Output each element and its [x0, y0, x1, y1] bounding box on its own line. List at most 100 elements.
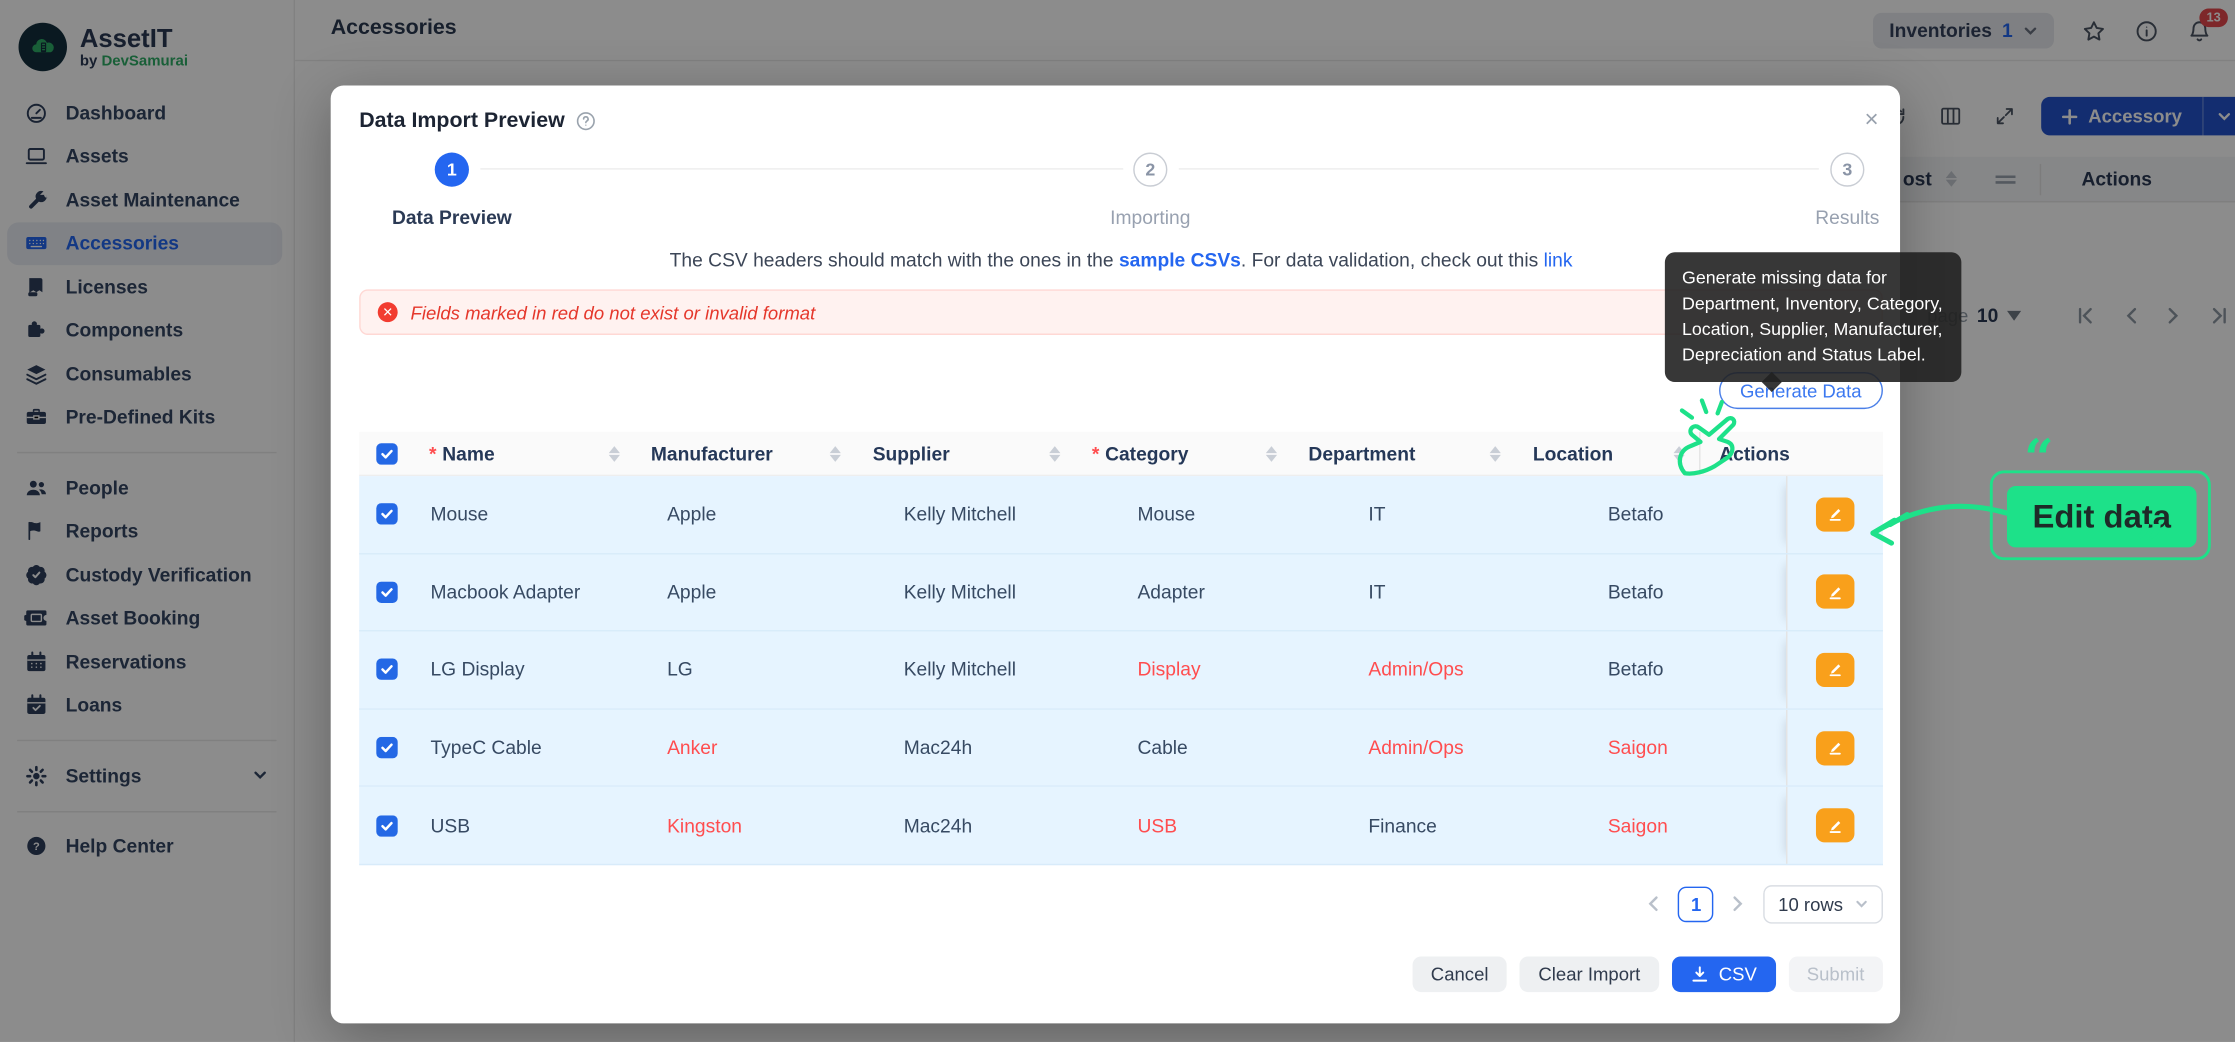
sidebar-divider — [17, 451, 277, 454]
sidebar-item-loans[interactable]: Loans — [7, 683, 282, 726]
edit-row-button[interactable] — [1815, 574, 1855, 610]
sample-csvs-link[interactable]: sample CSVs — [1118, 249, 1241, 271]
accessory-split-chevron[interactable] — [2201, 96, 2235, 136]
actions-cell — [1786, 553, 1883, 631]
sidebar-item-asset-maintenance[interactable]: Asset Maintenance — [7, 178, 282, 221]
prev-page-icon[interactable] — [1647, 896, 1660, 913]
sort-icon[interactable] — [608, 445, 620, 462]
badge-check-icon — [23, 562, 49, 588]
actions-column-header: Actions — [2081, 168, 2153, 190]
edit-row-button[interactable] — [1815, 730, 1855, 765]
sort-icon[interactable] — [1946, 171, 1958, 187]
sidebar-item-reports[interactable]: Reports — [7, 510, 282, 553]
sidebar-item-settings[interactable]: Settings — [7, 754, 282, 797]
cancel-button[interactable]: Cancel — [1412, 956, 1508, 993]
import-table-body: Mouse Apple Kelly Mitchell Mouse IT Betafo Ma… — [359, 476, 1883, 866]
drag-handle-icon[interactable] — [1994, 172, 2017, 186]
page-number[interactable]: 1 — [1678, 886, 1714, 923]
sidebar-item-components[interactable]: Components — [7, 309, 282, 352]
cell-supplier: Mac24h — [903, 814, 973, 837]
expand-icon[interactable] — [1994, 105, 2015, 126]
flag-icon — [23, 518, 49, 544]
cell-category: Mouse — [1137, 503, 1196, 525]
last-page-icon[interactable] — [2209, 306, 2229, 325]
edit-data-label: Edit data — [2006, 486, 2197, 548]
first-page-icon[interactable] — [2075, 306, 2095, 325]
wrench-icon — [23, 187, 49, 213]
sidebar-item-reservations[interactable]: Reservations — [7, 640, 282, 683]
svg-text:?: ? — [32, 841, 39, 853]
sidebar-item-people[interactable]: People — [7, 466, 282, 509]
column-header-department: Department — [1291, 432, 1515, 475]
prev-page-icon[interactable] — [2124, 306, 2138, 325]
sidebar-item-dashboard[interactable]: Dashboard — [7, 91, 282, 134]
edit-row-button[interactable] — [1815, 652, 1855, 688]
row-checkbox[interactable] — [375, 737, 397, 759]
page-size-select[interactable]: 10 rows — [1763, 885, 1883, 924]
sidebar-item-pre-defined-kits[interactable]: Pre-Defined Kits — [7, 396, 282, 439]
open-quote-icon: “ — [2024, 429, 2054, 489]
sort-icon[interactable] — [1049, 445, 1061, 462]
step-2-label: Importing — [1110, 206, 1191, 229]
edit-row-button[interactable] — [1815, 497, 1855, 532]
cell-manufacturer: Kingston — [667, 814, 742, 837]
row-checkbox[interactable] — [375, 659, 397, 681]
notifications-bell[interactable]: 13 — [2187, 7, 2228, 44]
sidebar-menu: Dashboard Assets Asset Maintenance Acces… — [0, 91, 294, 868]
columns-icon[interactable] — [1939, 104, 1963, 128]
cell-department: Finance — [1368, 814, 1437, 837]
row-checkbox[interactable] — [375, 581, 397, 603]
info-icon[interactable] — [2134, 18, 2160, 44]
sidebar-item-custody-verification[interactable]: Custody Verification — [7, 553, 282, 596]
validation-link[interactable]: link — [1543, 249, 1573, 271]
sidebar-item-help-center[interactable]: ? Help Center — [7, 825, 282, 868]
edit-row-button[interactable] — [1815, 808, 1855, 843]
edit-data-frame — [1989, 470, 2211, 561]
cell-category: USB — [1137, 814, 1178, 837]
cell-location: Betafo — [1607, 503, 1664, 525]
row-checkbox[interactable] — [375, 814, 397, 837]
actions-cell — [1786, 476, 1883, 553]
star-icon[interactable] — [2081, 18, 2107, 44]
select-all-checkbox[interactable] — [376, 442, 398, 464]
cell-name: Mouse — [430, 503, 489, 525]
keyboard-icon — [23, 231, 49, 257]
column-header-name: * Name — [412, 432, 634, 475]
clear-import-button[interactable]: Clear Import — [1519, 956, 1659, 993]
sidebar-item-assets[interactable]: Assets — [7, 135, 282, 178]
sort-icon[interactable] — [1490, 445, 1502, 462]
inventories-dropdown[interactable]: Inventories 1 — [1873, 12, 2055, 49]
cell-manufacturer: LG — [667, 659, 693, 681]
cell-supplier: Mac24h — [903, 737, 973, 759]
sidebar-item-accessories[interactable]: Accessories — [7, 221, 283, 266]
sidebar-item-label: Licenses — [65, 276, 148, 298]
cell-category: Adapter — [1137, 581, 1205, 603]
next-page-icon[interactable] — [2167, 306, 2181, 325]
cell-department: Admin/Ops — [1368, 659, 1464, 681]
sort-icon[interactable] — [1265, 445, 1278, 462]
row-checkbox[interactable] — [375, 503, 397, 525]
cell-department: IT — [1368, 581, 1386, 603]
column-header-category: * Category — [1075, 432, 1292, 475]
help-icon[interactable] — [576, 110, 596, 130]
sidebar-item-label: Pre-Defined Kits — [65, 406, 216, 428]
close-icon[interactable]: × — [1864, 105, 1879, 133]
next-page-icon[interactable] — [1733, 896, 1746, 913]
add-accessory-button[interactable]: Accessory — [2041, 96, 2235, 136]
ticket-icon — [23, 605, 49, 631]
table-toolbar: Accessory — [1884, 96, 2235, 136]
submit-button[interactable]: Submit — [1788, 956, 1883, 993]
step-3-circle: 3 — [1830, 152, 1865, 187]
sidebar-item-asset-booking[interactable]: Asset Booking — [7, 597, 282, 640]
sidebar-item-consumables[interactable]: Consumables — [7, 352, 282, 395]
page-title: Accessories — [330, 15, 457, 40]
sidebar-item-licenses[interactable]: Licenses — [7, 265, 282, 308]
column-header-manufacturer: Manufacturer — [634, 432, 856, 475]
cell-location: Betafo — [1607, 581, 1664, 603]
step-1-circle: 1 — [434, 152, 469, 187]
step-3-label: Results — [1815, 206, 1880, 229]
sort-icon[interactable] — [829, 445, 842, 462]
csv-download-button[interactable]: CSV — [1671, 956, 1776, 993]
page-size-value: 10 — [1976, 305, 1999, 327]
modal-title: Data Import Preview — [359, 108, 565, 133]
